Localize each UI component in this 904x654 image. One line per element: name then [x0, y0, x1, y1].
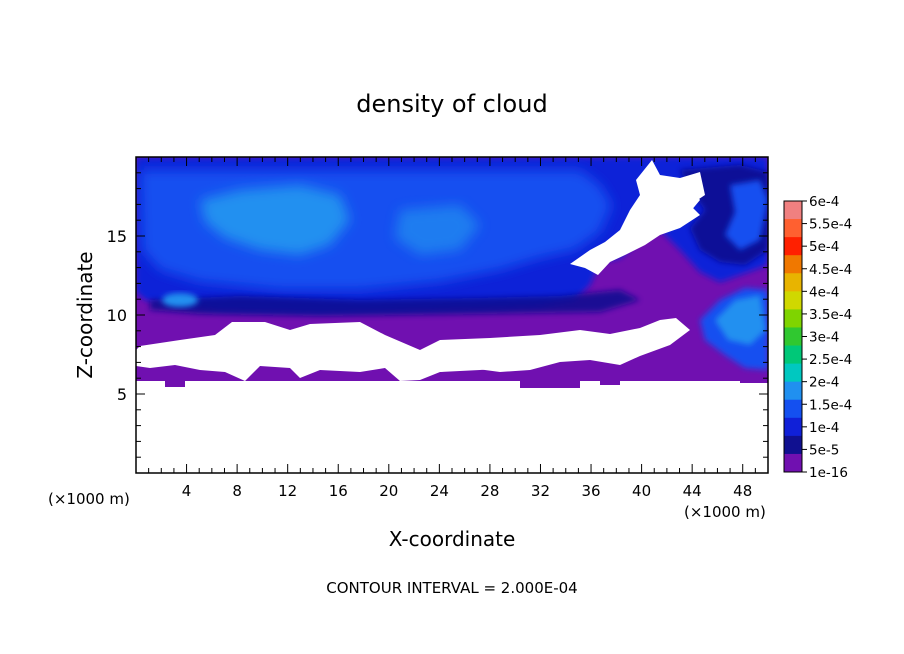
contour-cell-right-core — [715, 295, 766, 345]
contour-interval-note: CONTOUR INTERVAL = 2.000E-04 — [326, 579, 577, 597]
colorbar-label: 3e-4 — [809, 330, 839, 346]
colorbar-swatch — [784, 309, 802, 328]
contour-band-light-blue — [200, 185, 350, 255]
colorbar-swatch — [784, 255, 802, 274]
y-tick-label: 5 — [117, 385, 127, 404]
colorbar-swatch — [784, 219, 802, 238]
x-unit-right-label: (×1000 m) — [684, 503, 766, 521]
x-tick-label: 36 — [581, 482, 600, 500]
x-tick-label: 4 — [182, 482, 192, 500]
clear-region-upper — [570, 160, 705, 275]
colorbar-swatch — [784, 381, 802, 401]
colorbar-swatch — [784, 435, 802, 455]
contour-band-light-blue-2 — [395, 205, 480, 255]
clear-region-below-base — [136, 381, 768, 473]
colorbar-swatch — [784, 345, 802, 365]
colorbar-label: 2.5e-4 — [809, 352, 852, 368]
contour-band-blue-right — [725, 180, 768, 250]
colorbar-label: 5e-5 — [809, 442, 839, 458]
contour-field — [136, 157, 768, 473]
y-tick-label: 15 — [107, 227, 127, 246]
contour-band-dark-blue — [150, 290, 640, 316]
colorbar-swatch — [784, 273, 802, 292]
colorbar-label: 6e-4 — [809, 194, 839, 210]
colorbar-swatch — [784, 327, 802, 347]
x-tick-label: 12 — [278, 482, 297, 500]
colorbar-swatch — [784, 417, 802, 437]
x-tick-label: 28 — [480, 482, 499, 500]
clear-region-lower-2 — [420, 352, 530, 372]
colorbar-swatch — [784, 363, 802, 383]
colorbar-label: 5e-4 — [809, 239, 839, 255]
colorbar-label: 1e-4 — [809, 420, 839, 436]
colorbar: 6e-4 5.5e-4 5e-4 4.5e-4 4e-4 3.5e-4 3e-4 2.5e-4… — [783, 194, 852, 481]
colorbar-label: 1e-16 — [809, 465, 848, 481]
clear-region-upper-2 — [675, 185, 700, 212]
colorbar-label: 1.5e-4 — [809, 397, 852, 413]
y-axis-ticks: 5 10 15 — [107, 172, 768, 458]
colorbar-label: 4e-4 — [809, 284, 839, 300]
x-tick-label: 32 — [531, 482, 550, 500]
colorbar-swatch — [784, 201, 802, 220]
colorbar-swatch — [784, 291, 802, 310]
colorbar-swatch — [784, 237, 802, 256]
contour-cell-left — [162, 293, 198, 307]
colorbar-swatch — [784, 453, 802, 473]
y-axis-title: Z-coordinate — [73, 251, 97, 378]
colorbar-label: 5.5e-4 — [809, 217, 852, 233]
colorbar-label: 3.5e-4 — [809, 307, 852, 323]
x-tick-label: 44 — [683, 482, 702, 500]
x-tick-label: 24 — [430, 482, 449, 500]
x-axis-ticks: 4 8 12 16 20 24 28 32 36 40 44 48 — [148, 157, 756, 500]
y-tick-label: 10 — [107, 306, 127, 325]
x-tick-label: 8 — [232, 482, 242, 500]
colorbar-swatch — [784, 399, 802, 419]
x-tick-label: 20 — [379, 482, 398, 500]
colorbar-label: 2e-4 — [809, 375, 839, 391]
x-unit-left-label: (×1000 m) — [48, 490, 130, 508]
x-axis-title: X-coordinate — [389, 527, 516, 551]
x-tick-label: 48 — [733, 482, 752, 500]
x-tick-label: 40 — [632, 482, 651, 500]
clear-region-lower — [136, 318, 690, 381]
colorbar-label: 4.5e-4 — [809, 262, 852, 278]
chart-title: density of cloud — [356, 90, 547, 118]
x-tick-label: 16 — [329, 482, 348, 500]
